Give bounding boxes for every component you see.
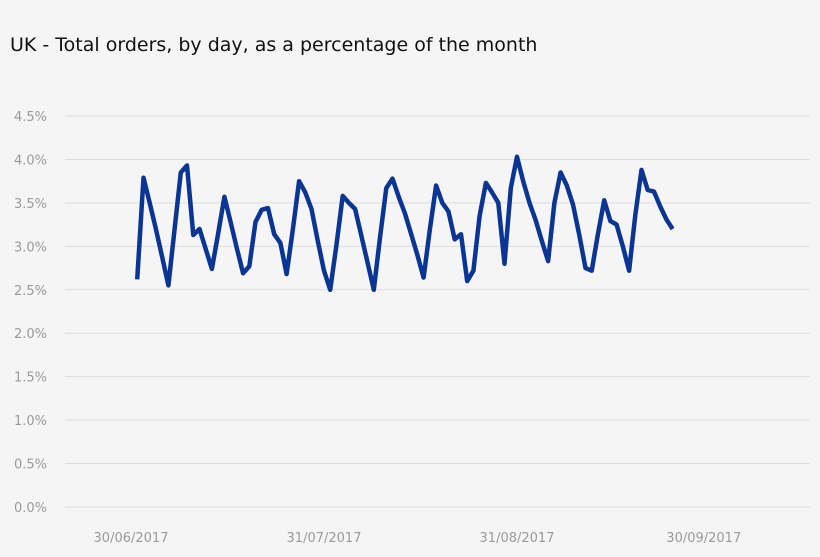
series-line: [134, 154, 675, 293]
y-axis-tick-labels: 0.0% 0.5% 1.0% 1.5% 2.0% 2.5% 3.0% 3.5% 4.0% 4.5%: [14, 110, 47, 516]
y-tick-label: 0.5%: [14, 458, 47, 473]
x-tick-label: 31/08/2017: [480, 531, 555, 546]
x-axis-tick-labels: 30/06/2017 31/07/2017 31/08/2017 30/09/2017: [94, 531, 742, 546]
y-tick-label: 2.0%: [14, 327, 47, 342]
y-tick-label: 3.0%: [14, 240, 47, 255]
x-tick-label: 31/07/2017: [287, 531, 362, 546]
y-tick-label: 1.0%: [14, 414, 47, 429]
y-tick-label: 4.5%: [14, 110, 47, 125]
y-tick-label: 3.5%: [14, 197, 47, 212]
chart-title: UK - Total orders, by day, as a percenta…: [10, 34, 538, 56]
y-tick-label: 2.5%: [14, 284, 47, 299]
y-tick-label: 1.5%: [14, 371, 47, 386]
y-tick-label: 4.0%: [14, 153, 47, 168]
grid-lines: [65, 115, 810, 508]
y-tick-label: 0.0%: [14, 501, 47, 516]
series-layer: [134, 154, 675, 293]
x-tick-label: 30/09/2017: [666, 531, 741, 546]
x-tick-label: 30/06/2017: [94, 531, 169, 546]
